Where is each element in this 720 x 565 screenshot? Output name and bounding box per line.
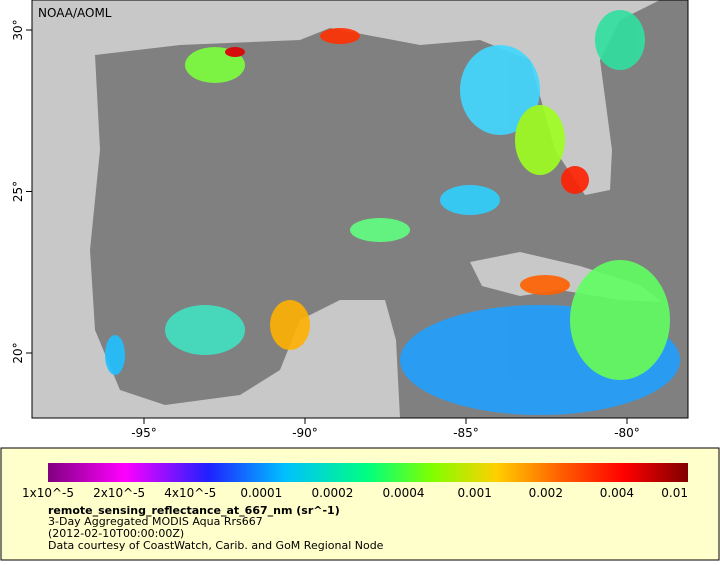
colorbar-label: 4x10^-5 <box>164 486 216 500</box>
colorbar-label: 0.0004 <box>383 486 425 500</box>
colorbar-label: 0.0001 <box>240 486 282 500</box>
colorbar <box>48 463 688 482</box>
x-tick-label: -85° <box>453 426 479 440</box>
y-tick-label: 20° <box>11 342 25 363</box>
colorbar-label: 2x10^-5 <box>93 486 145 500</box>
x-tick-label: -80° <box>614 426 640 440</box>
map: NOAA/AOML <box>31 0 689 419</box>
colorbar-label: 0.001 <box>457 486 491 500</box>
x-tick-label: -95° <box>131 426 157 440</box>
caption-line: (2012-02-10T00:00:00Z) <box>48 527 184 540</box>
data-patches <box>105 10 680 415</box>
caption-line: Data courtesy of CoastWatch, Carib. and … <box>48 539 384 552</box>
legend-panel: 1x10^-5 2x10^-5 4x10^-5 0.0001 0.0002 0.0004 0… <box>0 447 720 561</box>
variable-name: remote_sensing_reflectance_at_667_nm (sr… <box>48 504 340 517</box>
caption-line: 3-Day Aggregated MODIS Aqua Rrs667 <box>48 515 263 528</box>
y-tick-label: 25° <box>11 181 25 202</box>
colorbar-labels: 1x10^-5 2x10^-5 4x10^-5 0.0001 0.0002 0.0004 0… <box>22 486 688 500</box>
credit: NOAA/AOML <box>38 6 112 20</box>
x-tick-label: -90° <box>292 426 318 440</box>
colorbar-label: 0.004 <box>600 486 634 500</box>
colorbar-label: 0.01 <box>661 486 688 500</box>
colorbar-label: 0.0002 <box>311 486 353 500</box>
map-frame <box>31 0 689 419</box>
y-tick-label: 30° <box>11 19 25 40</box>
colorbar-label: 1x10^-5 <box>22 486 74 500</box>
axes: -95° -90° -85° -80° 30° 25° 20° <box>11 19 640 440</box>
colorbar-label: 0.002 <box>529 486 563 500</box>
